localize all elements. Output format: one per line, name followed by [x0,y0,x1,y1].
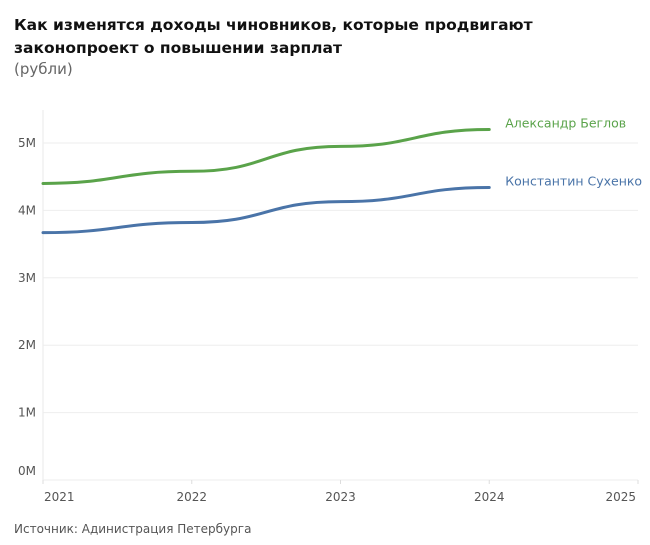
chart-subtitle: (рубли) [14,60,73,78]
y-tick-label: 1M [18,406,36,420]
x-tick-label: 2025 [605,490,636,504]
series-label: Александр Беглов [505,116,626,131]
source-note: Источник: Адинистрация Петербурга [14,522,252,536]
series-label: Константин Сухенко [505,173,642,188]
x-tick-label: 2023 [325,490,356,504]
x-tick-label: 2021 [44,490,75,504]
x-tick-label: 2022 [176,490,207,504]
y-tick-label: 4M [18,203,36,217]
x-tick-label: 2024 [474,490,505,504]
series-line [41,185,491,235]
y-tick-label: 0M [18,464,36,478]
y-tick-label: 3M [18,271,36,285]
chart-title: Как изменятся доходы чиновников, которые… [14,16,533,57]
y-tick-label: 2M [18,338,36,352]
y-tick-label: 5M [18,136,36,150]
series-line [41,128,491,185]
